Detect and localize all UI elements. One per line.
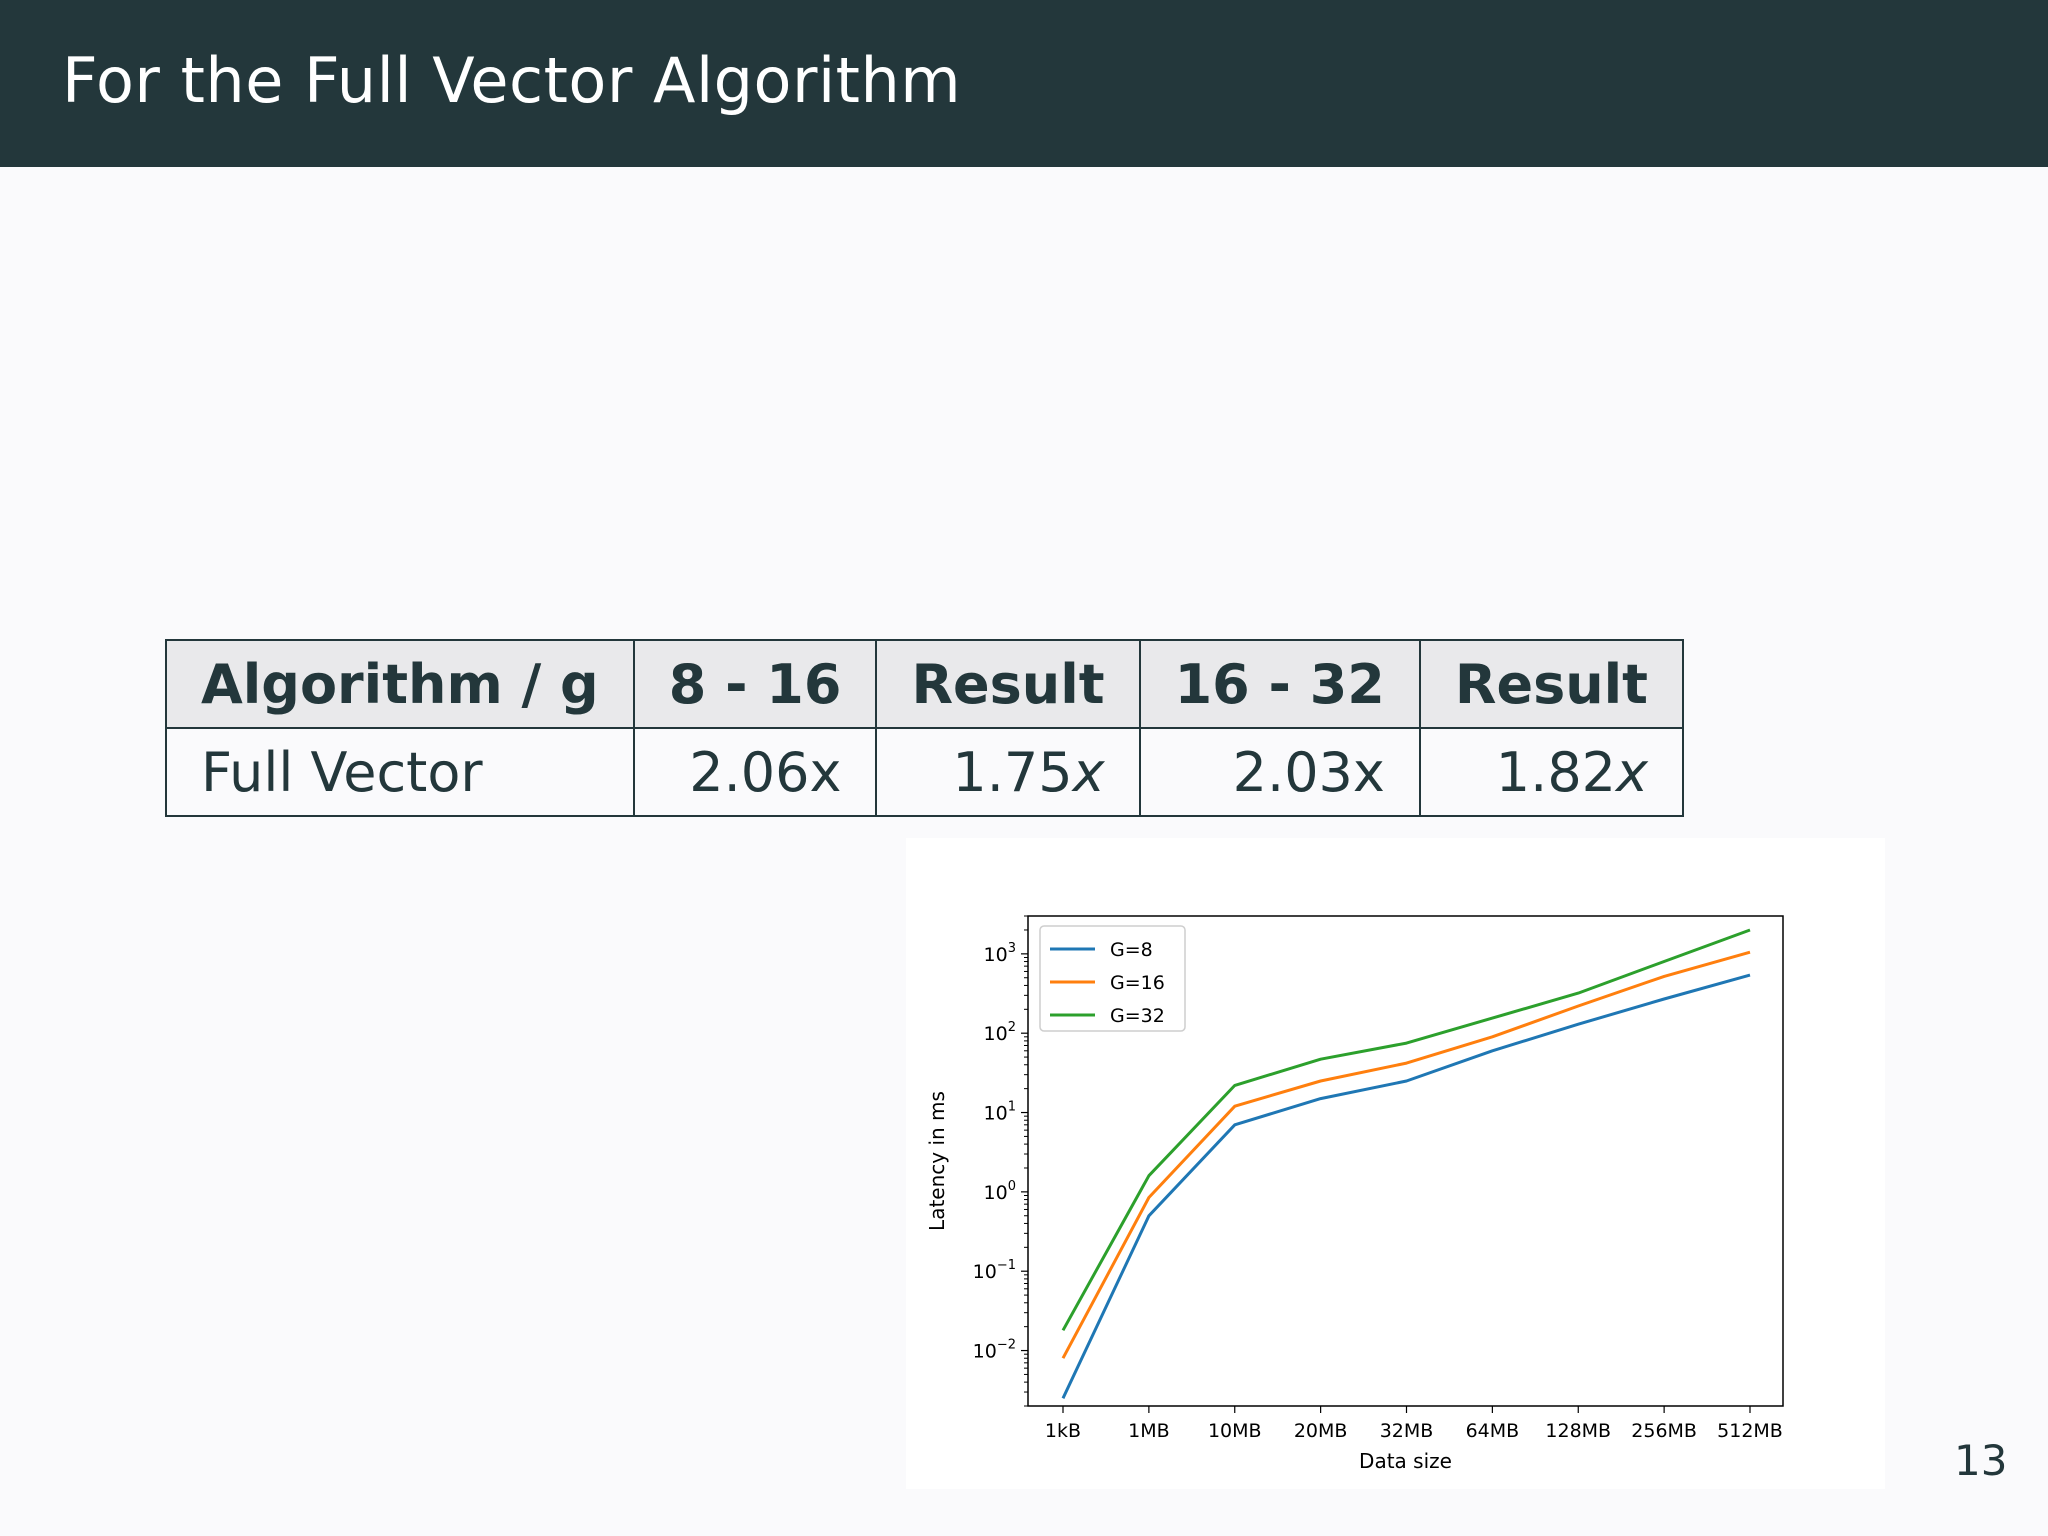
slide-title: For the Full Vector Algorithm: [62, 44, 962, 117]
legend-label: G=32: [1110, 1005, 1165, 1027]
header-8-16: 8 - 16: [632, 639, 878, 729]
x-tick-label: 1MB: [1128, 1420, 1170, 1442]
x-tick-label: 32MB: [1380, 1420, 1434, 1442]
x-tick-label: 20MB: [1294, 1420, 1348, 1442]
y-tick-label: 103: [984, 941, 1016, 966]
header-result-8-16: Result: [875, 639, 1141, 729]
x-tick-label: 64MB: [1466, 1420, 1520, 1442]
cell-result-8-16-value: 1.75: [952, 740, 1073, 804]
cell-result-16-32: 1.82x: [1418, 727, 1685, 817]
plot-frame: [1027, 915, 1784, 1407]
results-table: Algorithm / g 8 - 16 Result 16 - 32 Resu…: [165, 639, 1685, 817]
cell-ratio-8-16: 2.06x: [632, 727, 878, 817]
table-row: Full Vector 2.06x 1.75x 2.03x 1.82x: [165, 727, 1685, 817]
header-16-32: 16 - 32: [1138, 639, 1421, 729]
cell-result-8-16-suffix: x: [1072, 740, 1105, 804]
table-header-row: Algorithm / g 8 - 16 Result 16 - 32 Resu…: [165, 639, 1685, 729]
legend-label: G=8: [1110, 939, 1153, 961]
cell-result-8-16: 1.75x: [875, 727, 1141, 817]
cell-ratio-16-32: 2.03x: [1138, 727, 1421, 817]
header-result-16-32: Result: [1418, 639, 1685, 729]
header-algorithm: Algorithm / g: [165, 639, 635, 729]
y-tick-label: 100: [984, 1179, 1016, 1204]
y-tick-label: 102: [984, 1020, 1016, 1045]
series-line-g-32: [1061, 928, 1751, 1332]
slide-header: For the Full Vector Algorithm: [0, 0, 2048, 167]
cell-algorithm: Full Vector: [165, 727, 635, 817]
cell-result-16-32-suffix: x: [1616, 740, 1648, 804]
latency-chart-svg: 10−2 10−1 100 101 102 103 1kB 1MB 10MB 20MB 32MB 64…: [925, 915, 1784, 1473]
x-tick-label: 512MB: [1717, 1420, 1783, 1442]
x-tick-label: 1kB: [1045, 1420, 1081, 1442]
legend-box: [1039, 925, 1186, 1032]
legend-label: G=16: [1110, 972, 1165, 994]
x-axis-label: Data size: [1359, 1449, 1452, 1473]
cell-result-16-32-value: 1.82: [1495, 740, 1617, 804]
x-tick-label: 10MB: [1208, 1420, 1262, 1442]
y-tick-label: 101: [984, 1100, 1016, 1125]
y-tick-label: 10−2: [973, 1338, 1016, 1363]
page-number: 13: [1954, 1436, 2008, 1485]
x-tick-label: 256MB: [1631, 1420, 1697, 1442]
y-tick-label: 10−1: [973, 1258, 1016, 1283]
x-tick-label: 128MB: [1545, 1420, 1611, 1442]
series-line-g-16: [1061, 950, 1751, 1359]
latency-chart: 10−2 10−1 100 101 102 103 1kB 1MB 10MB 20MB 32MB 64…: [906, 838, 1885, 1489]
series-line-g-8: [1061, 973, 1751, 1399]
y-axis-label: Latency in ms: [925, 1091, 949, 1231]
